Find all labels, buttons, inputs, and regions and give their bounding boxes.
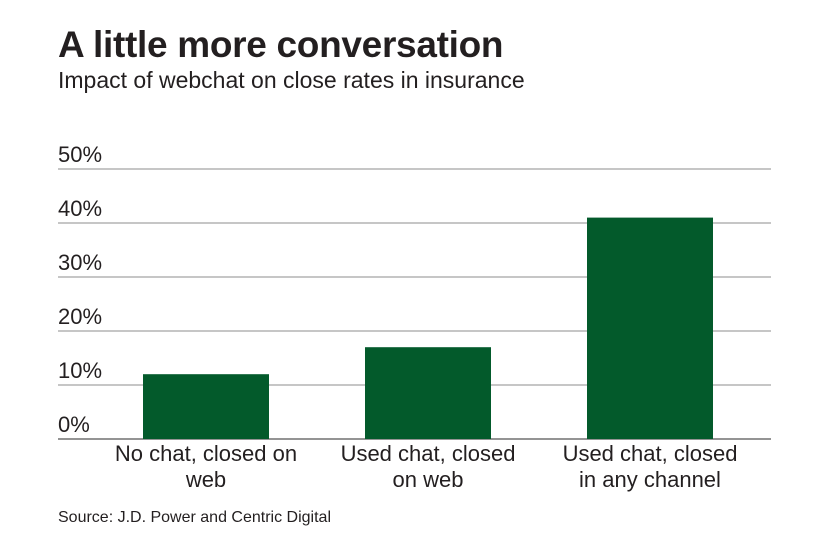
x-tick-label: No chat, closed on web xyxy=(115,441,297,492)
y-tick-label: 30% xyxy=(58,250,102,275)
y-tick-label: 20% xyxy=(58,304,102,329)
y-tick-label: 0% xyxy=(58,412,90,437)
y-tick-label: 40% xyxy=(58,196,102,221)
chart-subtitle: Impact of webchat on close rates in insu… xyxy=(58,67,525,93)
chart-title: A little more conversation xyxy=(58,24,504,65)
bar xyxy=(365,347,491,439)
x-tick-label: Used chat, closed on web xyxy=(341,441,516,492)
y-tick-label: 10% xyxy=(58,358,102,383)
source-note: Source: J.D. Power and Centric Digital xyxy=(58,509,331,526)
y-axis-ticks: 0% 10% 20% 30% 40% 50% xyxy=(58,142,102,437)
y-tick-label: 50% xyxy=(58,142,102,167)
x-tick-label: Used chat, closed in any channel xyxy=(563,441,738,492)
bar xyxy=(143,374,269,439)
bar xyxy=(587,217,713,439)
x-axis-ticks: No chat, closed on web Used chat, closed on… xyxy=(115,441,738,492)
bars xyxy=(143,217,713,439)
